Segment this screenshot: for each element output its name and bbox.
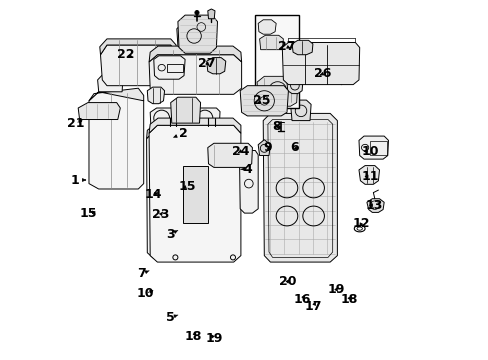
Text: 18: 18 bbox=[340, 293, 357, 306]
Polygon shape bbox=[146, 131, 222, 258]
Text: 18: 18 bbox=[184, 330, 202, 343]
Polygon shape bbox=[146, 124, 222, 139]
Polygon shape bbox=[178, 15, 217, 53]
Text: 14: 14 bbox=[145, 188, 162, 201]
Polygon shape bbox=[358, 166, 379, 184]
Text: 26: 26 bbox=[314, 67, 331, 80]
Polygon shape bbox=[101, 45, 176, 86]
Polygon shape bbox=[149, 46, 241, 62]
Text: 25: 25 bbox=[252, 94, 270, 107]
Polygon shape bbox=[358, 136, 387, 159]
Text: 10: 10 bbox=[137, 287, 154, 300]
Polygon shape bbox=[191, 108, 220, 127]
Text: 15: 15 bbox=[79, 207, 97, 220]
Polygon shape bbox=[286, 78, 302, 94]
Polygon shape bbox=[366, 199, 384, 212]
Polygon shape bbox=[168, 170, 217, 214]
Polygon shape bbox=[89, 92, 143, 189]
Polygon shape bbox=[291, 40, 312, 55]
Circle shape bbox=[304, 54, 308, 58]
Polygon shape bbox=[207, 9, 215, 19]
Text: 17: 17 bbox=[304, 300, 322, 313]
Text: 27: 27 bbox=[278, 40, 295, 53]
Polygon shape bbox=[336, 61, 345, 81]
Polygon shape bbox=[98, 74, 122, 92]
Polygon shape bbox=[258, 140, 270, 156]
Text: 1: 1 bbox=[71, 174, 85, 186]
Text: 15: 15 bbox=[178, 180, 195, 193]
Text: 19: 19 bbox=[205, 332, 222, 345]
Text: 23: 23 bbox=[152, 208, 169, 221]
Text: 8: 8 bbox=[272, 120, 281, 132]
Circle shape bbox=[197, 110, 212, 126]
Polygon shape bbox=[258, 20, 276, 34]
Polygon shape bbox=[290, 100, 310, 121]
Text: 3: 3 bbox=[166, 228, 178, 240]
Polygon shape bbox=[282, 42, 359, 85]
Polygon shape bbox=[149, 125, 241, 262]
Polygon shape bbox=[240, 86, 288, 116]
Polygon shape bbox=[149, 118, 241, 133]
Polygon shape bbox=[239, 150, 258, 213]
Text: 11: 11 bbox=[361, 170, 379, 183]
Polygon shape bbox=[254, 15, 298, 108]
Polygon shape bbox=[257, 76, 297, 106]
Text: 5: 5 bbox=[166, 311, 178, 324]
Text: 10: 10 bbox=[361, 145, 379, 158]
Text: 12: 12 bbox=[352, 217, 369, 230]
Text: 16: 16 bbox=[293, 293, 310, 306]
Polygon shape bbox=[89, 88, 143, 101]
Polygon shape bbox=[263, 113, 337, 262]
Polygon shape bbox=[150, 108, 179, 127]
Polygon shape bbox=[207, 143, 252, 167]
Polygon shape bbox=[259, 35, 283, 50]
Polygon shape bbox=[100, 39, 176, 55]
Text: 9: 9 bbox=[263, 141, 272, 154]
Text: 27: 27 bbox=[198, 57, 215, 69]
Polygon shape bbox=[182, 166, 207, 223]
Polygon shape bbox=[78, 103, 120, 120]
Text: 21: 21 bbox=[66, 117, 84, 130]
Text: 24: 24 bbox=[232, 145, 249, 158]
Text: 6: 6 bbox=[290, 141, 299, 154]
Text: 22: 22 bbox=[117, 48, 134, 61]
Polygon shape bbox=[206, 58, 225, 74]
Text: 4: 4 bbox=[241, 163, 252, 176]
Text: 19: 19 bbox=[327, 283, 344, 296]
Polygon shape bbox=[182, 176, 212, 194]
Polygon shape bbox=[177, 22, 211, 50]
Polygon shape bbox=[147, 87, 164, 104]
Circle shape bbox=[349, 54, 354, 59]
Circle shape bbox=[153, 110, 169, 126]
Polygon shape bbox=[170, 97, 200, 123]
Text: 2: 2 bbox=[173, 127, 187, 140]
Circle shape bbox=[190, 178, 204, 193]
Circle shape bbox=[194, 10, 199, 15]
Text: 20: 20 bbox=[278, 275, 296, 288]
Text: 7: 7 bbox=[137, 267, 149, 280]
Text: 13: 13 bbox=[365, 199, 382, 212]
Circle shape bbox=[314, 54, 318, 58]
Polygon shape bbox=[153, 56, 185, 79]
Polygon shape bbox=[149, 55, 241, 94]
